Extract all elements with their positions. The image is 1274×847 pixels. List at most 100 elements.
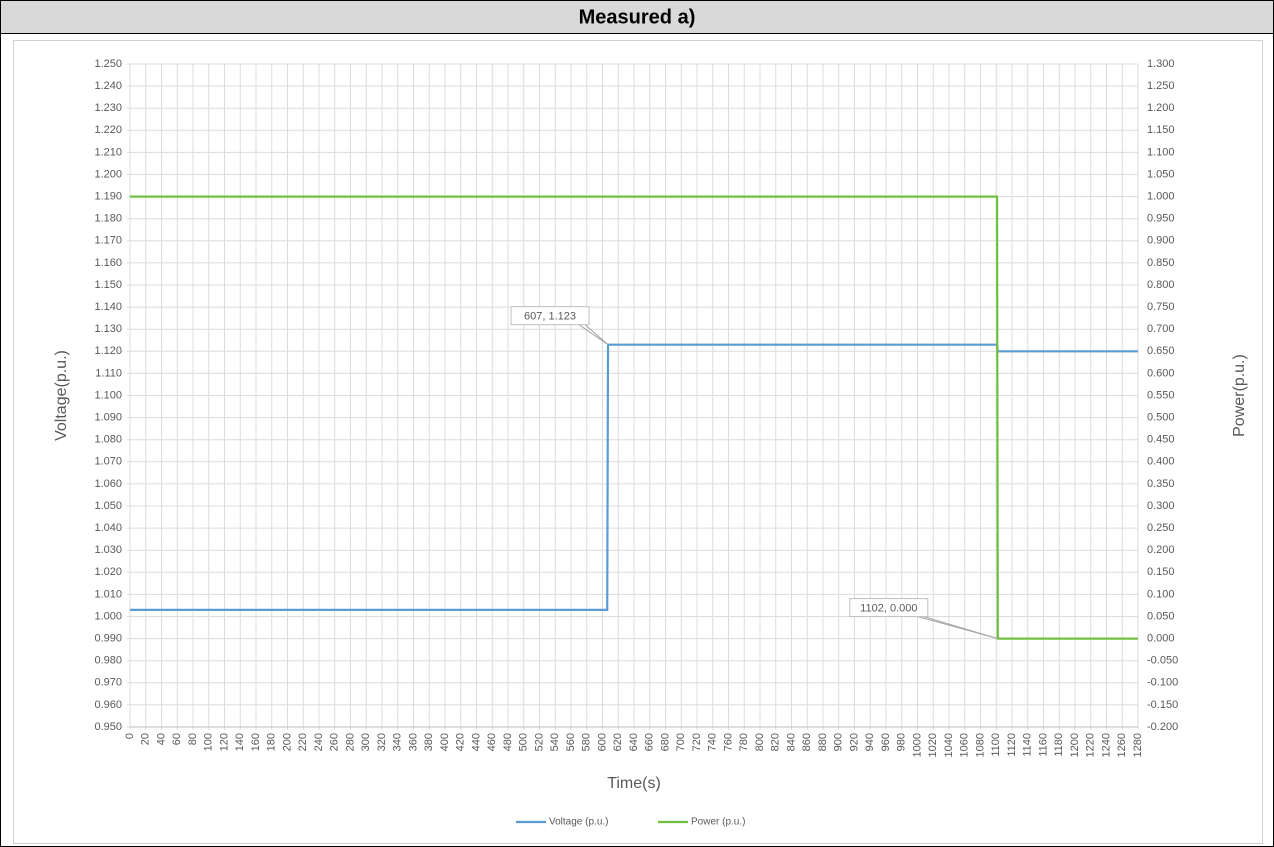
y2-tick-label: 0.450 <box>1147 434 1175 446</box>
x-tick-label: 700 <box>675 733 687 751</box>
x-tick-label: 140 <box>234 733 246 751</box>
x-tick-label: 380 <box>423 733 435 751</box>
x-tick-label: 200 <box>281 733 293 751</box>
y2-tick-label: 0.350 <box>1147 478 1175 490</box>
x-tick-label: 840 <box>785 733 797 751</box>
legend-label: Power (p.u.) <box>691 817 745 828</box>
y-tick-label: 1.000 <box>94 610 122 622</box>
x-tick-label: 100 <box>203 733 215 751</box>
x-tick-label: 400 <box>439 733 451 751</box>
y-tick-label: 1.090 <box>94 412 122 424</box>
x-tick-label: 20 <box>140 733 152 745</box>
y2-tick-label: 1.300 <box>1147 58 1175 70</box>
x-tick-label: 220 <box>297 733 309 751</box>
x-tick-label: 340 <box>392 733 404 751</box>
x-tick-label: 460 <box>486 733 498 751</box>
x-tick-label: 960 <box>880 733 892 751</box>
y2-tick-label: 0.500 <box>1147 412 1175 424</box>
x-tick-label: 40 <box>155 733 167 745</box>
y-axis-label: Voltage(p.u.) <box>53 350 70 441</box>
y-tick-label: 1.220 <box>94 124 122 136</box>
x-tick-label: 820 <box>770 733 782 751</box>
y2-tick-label: 0.650 <box>1147 345 1175 357</box>
x-tick-label: 740 <box>707 733 719 751</box>
x-tick-label: 300 <box>360 733 372 751</box>
y2-tick-label: -0.050 <box>1147 655 1178 667</box>
legend-label: Voltage (p.u.) <box>549 817 608 828</box>
x-tick-label: 1220 <box>1085 733 1097 757</box>
x-tick-label: 640 <box>628 733 640 751</box>
annotation-box <box>849 598 929 618</box>
x-tick-label: 1200 <box>1069 733 1081 757</box>
y-tick-label: 0.950 <box>94 721 122 733</box>
x-tick-label: 980 <box>896 733 908 751</box>
x-tick-label: 620 <box>612 733 624 751</box>
y2-tick-label: 0.600 <box>1147 367 1175 379</box>
annotation-leader <box>923 616 998 640</box>
x-tick-label: 240 <box>313 733 325 751</box>
y2-tick-label: 0.250 <box>1147 522 1175 534</box>
y-tick-label: 1.190 <box>94 191 122 203</box>
y2-tick-label: 1.250 <box>1147 80 1175 92</box>
x-tick-label: 1240 <box>1100 733 1112 757</box>
x-tick-label: 260 <box>329 733 341 751</box>
x-tick-label: 1260 <box>1116 733 1128 757</box>
annotation-leader <box>584 324 609 346</box>
x-axis-label: Time(s) <box>607 775 661 792</box>
y2-tick-label: -0.150 <box>1147 699 1178 711</box>
y-tick-label: 1.160 <box>94 257 122 269</box>
y2-tick-label: 0.200 <box>1147 544 1175 556</box>
y-tick-label: 1.240 <box>94 80 122 92</box>
y2-tick-label: 0.750 <box>1147 301 1175 313</box>
x-tick-label: 1020 <box>927 733 939 757</box>
annotation: 607, 1.123 <box>524 311 576 323</box>
y-tick-label: 1.210 <box>94 146 122 158</box>
y2-tick-label: 0.550 <box>1147 389 1175 401</box>
y2-tick-label: 0.950 <box>1147 213 1175 225</box>
y-tick-label: 0.990 <box>94 633 122 645</box>
x-tick-label: 540 <box>549 733 561 751</box>
y2-tick-label: 1.000 <box>1147 191 1175 203</box>
y2-axis-label: Power(p.u.) <box>1231 354 1248 437</box>
y-tick-label: 1.020 <box>94 566 122 578</box>
x-tick-label: 1040 <box>943 733 955 757</box>
y-tick-label: 0.980 <box>94 655 122 667</box>
chart-box <box>13 40 1263 844</box>
x-tick-label: 1280 <box>1132 733 1144 757</box>
annotation-leader <box>578 324 609 346</box>
y-tick-label: 1.040 <box>94 522 122 534</box>
y-tick-label: 1.100 <box>94 389 122 401</box>
x-tick-label: 560 <box>565 733 577 751</box>
y-tick-label: 1.010 <box>94 588 122 600</box>
y2-tick-label: 1.100 <box>1147 146 1175 158</box>
y-tick-label: 1.250 <box>94 58 122 70</box>
x-tick-label: 1060 <box>959 733 971 757</box>
x-tick-label: 880 <box>817 733 829 751</box>
annotation: 1102, 0.000 <box>860 603 917 615</box>
x-tick-label: 900 <box>833 733 845 751</box>
x-tick-label: 80 <box>187 733 199 745</box>
y-tick-label: 1.150 <box>94 279 122 291</box>
y-tick-label: 1.050 <box>94 500 122 512</box>
y2-tick-label: 1.200 <box>1147 102 1175 114</box>
y-tick-label: 1.170 <box>94 235 122 247</box>
y2-tick-label: 0.150 <box>1147 566 1175 578</box>
y2-tick-label: -0.200 <box>1147 721 1178 733</box>
y-tick-label: 1.140 <box>94 301 122 313</box>
y-tick-label: 1.060 <box>94 478 122 490</box>
x-tick-label: 120 <box>218 733 230 751</box>
y-tick-label: 1.080 <box>94 434 122 446</box>
x-tick-label: 320 <box>376 733 388 751</box>
x-tick-label: 780 <box>738 733 750 751</box>
y2-tick-label: 0.050 <box>1147 610 1175 622</box>
y2-tick-label: 0.000 <box>1147 633 1175 645</box>
x-tick-label: 520 <box>533 733 545 751</box>
y-tick-label: 1.230 <box>94 102 122 114</box>
y-tick-label: 0.960 <box>94 699 122 711</box>
y2-tick-label: 0.700 <box>1147 323 1175 335</box>
x-tick-label: 1080 <box>974 733 986 757</box>
y-tick-label: 1.180 <box>94 213 122 225</box>
y2-tick-label: 1.050 <box>1147 168 1175 180</box>
y2-tick-label: 0.850 <box>1147 257 1175 269</box>
